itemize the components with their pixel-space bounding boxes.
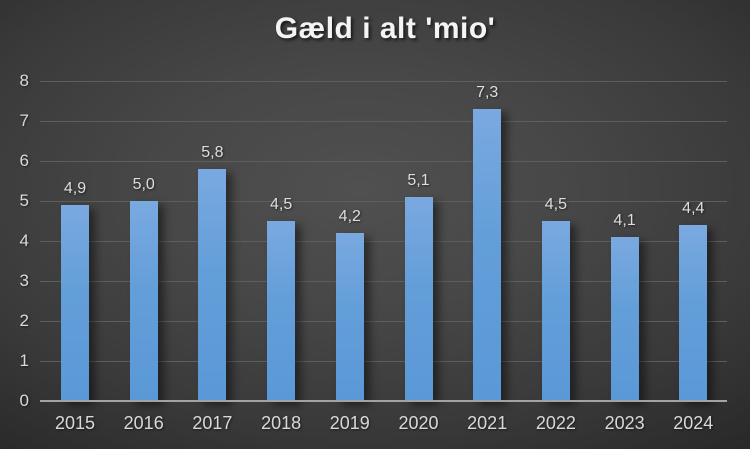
x-tick-label-2016: 2016	[123, 413, 164, 433]
data-label-2015: 4,9	[63, 180, 87, 197]
data-label-2024: 4,4	[682, 200, 705, 217]
bar-2024	[679, 225, 708, 401]
y-tick-label-7: 7	[19, 111, 29, 130]
data-label-2022: 4,5	[544, 196, 568, 213]
gridline-y-8	[40, 81, 727, 82]
bar-2018	[267, 221, 296, 401]
data-label-2023: 4,1	[613, 212, 636, 229]
bar-2016	[129, 201, 158, 401]
x-tick-label-2017: 2017	[192, 413, 233, 433]
y-tick-label-3: 3	[19, 271, 29, 290]
y-tick-label-5: 5	[19, 191, 29, 210]
x-tick-label-2022: 2022	[535, 413, 576, 433]
data-label-2021: 7,3	[476, 84, 499, 101]
gridline-y-2	[40, 321, 727, 322]
bar-2019	[335, 233, 364, 401]
bar-2017	[198, 169, 227, 401]
plot-area: 4,9 5,0 5,8 4,5 4,2 5,1 7,3 4,5 4,1 4,4	[40, 81, 727, 402]
bar-2023	[610, 237, 639, 401]
y-tick-label-6: 6	[19, 151, 29, 170]
x-tick-label-2018: 2018	[261, 413, 302, 433]
x-tick-label-2024: 2024	[673, 413, 714, 433]
x-tick-label-2020: 2020	[398, 413, 439, 433]
bar-2020	[404, 197, 433, 401]
x-tick-label-2023: 2023	[604, 413, 645, 433]
data-label-2020: 5,1	[407, 172, 430, 189]
gridline-y-6	[40, 161, 727, 162]
bar-2021	[473, 109, 502, 401]
x-tick-label-2015: 2015	[54, 413, 96, 433]
gridline-y-7	[40, 121, 727, 122]
y-tick-label-1: 1	[19, 351, 29, 370]
gridline-y-1	[40, 361, 727, 362]
x-tick-label-2019: 2019	[329, 413, 370, 433]
data-label-2017: 5,8	[201, 144, 224, 161]
y-tick-label-2: 2	[19, 311, 29, 330]
data-label-2019: 4,2	[338, 208, 361, 225]
bar-2015	[61, 205, 89, 401]
x-tick-label-2021: 2021	[467, 413, 508, 433]
y-tick-label-4: 4	[19, 231, 29, 250]
data-label-2016: 5,0	[132, 176, 155, 193]
x-axis-line	[40, 400, 727, 402]
y-tick-label-0: 0	[19, 391, 29, 410]
data-label-2018: 4,5	[269, 196, 293, 213]
gridline-y-4	[40, 241, 727, 242]
chart-title: Gæld i alt 'mio'	[274, 12, 496, 45]
gridline-y-3	[40, 281, 727, 282]
y-tick-label-8: 8	[19, 71, 29, 90]
gridline-y-5	[40, 201, 727, 202]
bar-2022	[541, 221, 570, 401]
